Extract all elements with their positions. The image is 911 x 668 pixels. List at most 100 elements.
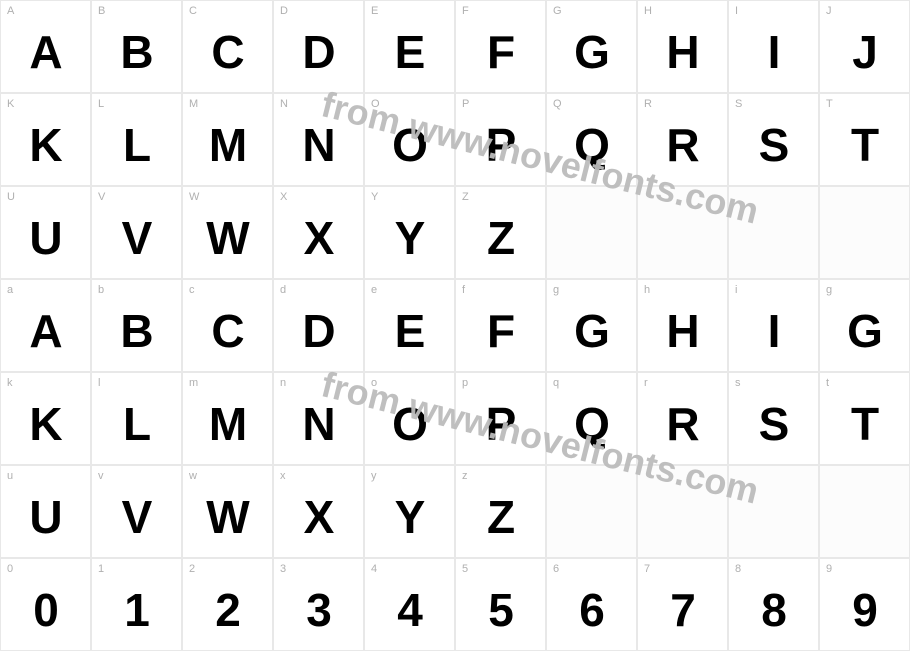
cell-glyph: N	[302, 118, 334, 172]
cell-glyph: C	[211, 304, 243, 358]
glyph-cell: 88	[728, 558, 819, 651]
glyph-cell: gG	[819, 279, 910, 372]
cell-glyph: Z	[487, 211, 514, 265]
glyph-cell: DD	[273, 0, 364, 93]
cell-label: b	[98, 284, 104, 296]
glyph-cell: lL	[91, 372, 182, 465]
cell-glyph: 4	[397, 583, 422, 637]
cell-label: F	[462, 5, 469, 17]
glyph-cell: WW	[182, 186, 273, 279]
cell-label: E	[371, 5, 378, 17]
glyph-row: uUvVwWxXyYzZ	[0, 465, 911, 558]
glyph-cell: TT	[819, 93, 910, 186]
glyph-cell	[819, 186, 910, 279]
cell-glyph: X	[304, 211, 334, 265]
glyph-row: kKlLmMnNoOpPqQrRsStT	[0, 372, 911, 465]
glyph-cell: 99	[819, 558, 910, 651]
cell-glyph: M	[209, 118, 246, 172]
cell-label: h	[644, 284, 650, 296]
cell-label: H	[644, 5, 652, 17]
glyph-cell: PP	[455, 93, 546, 186]
glyph-cell: rR	[637, 372, 728, 465]
cell-label: g	[826, 284, 832, 296]
glyph-cell: nN	[273, 372, 364, 465]
cell-label: X	[280, 191, 287, 203]
cell-label: f	[462, 284, 465, 296]
glyph-row: UUVVWWXXYYZZ	[0, 186, 911, 279]
glyph-cell: FF	[455, 0, 546, 93]
glyph-cell: oO	[364, 372, 455, 465]
glyph-cell: mM	[182, 372, 273, 465]
glyph-cell: dD	[273, 279, 364, 372]
cell-glyph: Z	[487, 490, 514, 544]
cell-glyph: L	[123, 397, 150, 451]
cell-label: B	[98, 5, 105, 17]
cell-glyph: I	[768, 25, 780, 79]
cell-label: e	[371, 284, 377, 296]
glyph-row: aAbBcCdDeEfFgGhHiIgG	[0, 279, 911, 372]
glyph-cell: tT	[819, 372, 910, 465]
cell-label: p	[462, 377, 468, 389]
cell-label: l	[98, 377, 100, 389]
glyph-cell: GG	[546, 0, 637, 93]
cell-label: A	[7, 5, 14, 17]
cell-glyph: D	[302, 25, 334, 79]
glyph-cell: BB	[91, 0, 182, 93]
cell-glyph: B	[120, 304, 152, 358]
cell-label: a	[7, 284, 13, 296]
glyph-cell: YY	[364, 186, 455, 279]
cell-label: 0	[7, 563, 13, 575]
glyph-cell: OO	[364, 93, 455, 186]
cell-label: x	[280, 470, 286, 482]
cell-label: 8	[735, 563, 741, 575]
glyph-cell: 66	[546, 558, 637, 651]
cell-label: I	[735, 5, 738, 17]
glyph-row: AABBCCDDEEFFGGHHIIJJ	[0, 0, 911, 93]
cell-label: 4	[371, 563, 377, 575]
glyph-cell: NN	[273, 93, 364, 186]
glyph-cell	[728, 465, 819, 558]
cell-glyph: G	[574, 304, 609, 358]
cell-label: C	[189, 5, 197, 17]
cell-label: O	[371, 98, 380, 110]
glyph-cell: VV	[91, 186, 182, 279]
cell-glyph: F	[487, 25, 514, 79]
glyph-cell: 44	[364, 558, 455, 651]
cell-glyph: R	[666, 397, 698, 451]
cell-glyph: O	[392, 118, 427, 172]
glyph-cell: yY	[364, 465, 455, 558]
glyph-cell: uU	[0, 465, 91, 558]
cell-glyph: K	[29, 397, 61, 451]
cell-label: c	[189, 284, 195, 296]
cell-label: W	[189, 191, 199, 203]
glyph-cell: 00	[0, 558, 91, 651]
cell-label: m	[189, 377, 198, 389]
cell-label: 2	[189, 563, 195, 575]
cell-label: n	[280, 377, 286, 389]
glyph-cell: iI	[728, 279, 819, 372]
cell-glyph: K	[29, 118, 61, 172]
cell-glyph: 9	[852, 583, 877, 637]
glyph-cell: JJ	[819, 0, 910, 93]
cell-glyph: F	[487, 304, 514, 358]
glyph-cell: eE	[364, 279, 455, 372]
cell-glyph: G	[574, 25, 609, 79]
glyph-cell	[546, 186, 637, 279]
glyph-cell: ZZ	[455, 186, 546, 279]
glyph-cell: II	[728, 0, 819, 93]
glyph-cell: bB	[91, 279, 182, 372]
cell-label: N	[280, 98, 288, 110]
glyph-cell: pP	[455, 372, 546, 465]
glyph-cell: 11	[91, 558, 182, 651]
cell-label: D	[280, 5, 288, 17]
cell-glyph: L	[123, 118, 150, 172]
glyph-cell: fF	[455, 279, 546, 372]
cell-glyph: P	[486, 397, 516, 451]
cell-label: T	[826, 98, 833, 110]
glyph-cell	[546, 465, 637, 558]
cell-glyph: 5	[488, 583, 513, 637]
glyph-cell: cC	[182, 279, 273, 372]
cell-glyph: B	[120, 25, 152, 79]
cell-label: g	[553, 284, 559, 296]
cell-glyph: S	[759, 397, 789, 451]
